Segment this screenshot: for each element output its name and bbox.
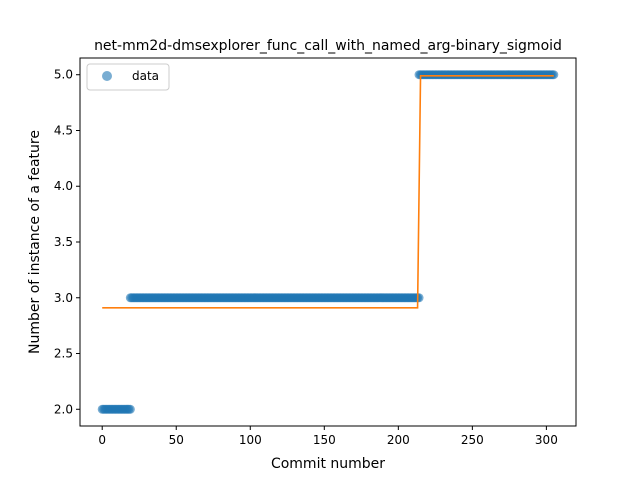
x-tick-label: 100 <box>239 433 262 447</box>
chart-title: net-mm2d-dmsexplorer_func_call_with_name… <box>94 38 562 54</box>
x-tick-label: 50 <box>169 433 184 447</box>
legend-label: data <box>132 69 159 83</box>
legend: data <box>86 63 170 91</box>
y-tick-label: 4.5 <box>54 123 73 137</box>
legend-marker <box>102 71 112 81</box>
plot-area <box>97 70 559 414</box>
y-tick-label: 3.0 <box>54 291 73 305</box>
x-tick-label: 250 <box>461 433 484 447</box>
y-tick-label: 2.5 <box>54 347 73 361</box>
y-tick-label: 4.0 <box>54 179 73 193</box>
y-tick-label: 2.0 <box>54 402 73 416</box>
legend-box <box>86 63 170 91</box>
x-tick-label: 150 <box>313 433 336 447</box>
y-tick-label: 5.0 <box>54 68 73 82</box>
y-axis-title: Number of instance of a feature <box>27 130 43 354</box>
data-point <box>414 293 424 303</box>
x-tick-label: 300 <box>535 433 558 447</box>
x-axis-title: Commit number <box>271 456 385 472</box>
y-axis: 2.0 2.5 3.0 3.5 4.0 4.5 5.0 <box>54 68 80 416</box>
data-point <box>125 404 135 414</box>
x-tick-label: 200 <box>387 433 410 447</box>
y-tick-label: 3.5 <box>54 235 73 249</box>
data-point <box>549 70 559 80</box>
x-tick-label: 0 <box>98 433 106 447</box>
x-axis: 0 50 100 150 200 250 300 <box>98 426 558 447</box>
fit-line <box>102 75 554 309</box>
